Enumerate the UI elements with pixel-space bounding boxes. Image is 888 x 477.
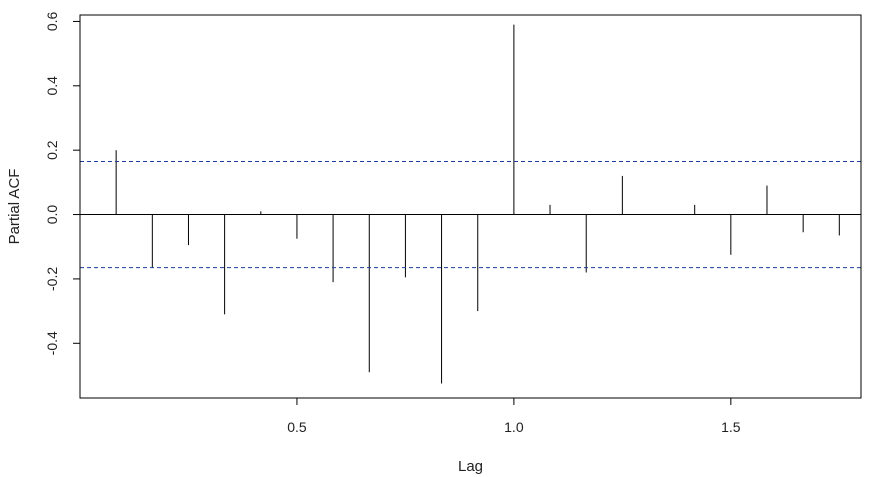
y-tick-label: -0.4 xyxy=(44,331,60,355)
y-tick-label: 0.2 xyxy=(44,140,60,160)
x-tick-label: 0.5 xyxy=(287,419,307,435)
y-tick-label: 0.6 xyxy=(44,11,60,31)
x-axis-ticks: 0.5 1.0 1.5 xyxy=(287,398,741,435)
y-tick-label: -0.2 xyxy=(44,267,60,291)
y-tick-label: 0.0 xyxy=(44,205,60,225)
x-axis-label: Lag xyxy=(458,458,483,475)
x-tick-label: 1.0 xyxy=(504,419,524,435)
y-axis-label: Partial ACF xyxy=(6,169,23,245)
plot-frame xyxy=(79,14,862,399)
pacf-spikes xyxy=(115,24,840,384)
y-axis-ticks: -0.4 -0.2 0.0 0.2 0.4 0.6 xyxy=(44,11,80,355)
y-tick-label: 0.4 xyxy=(44,76,60,96)
x-tick-label: 1.5 xyxy=(721,419,741,435)
